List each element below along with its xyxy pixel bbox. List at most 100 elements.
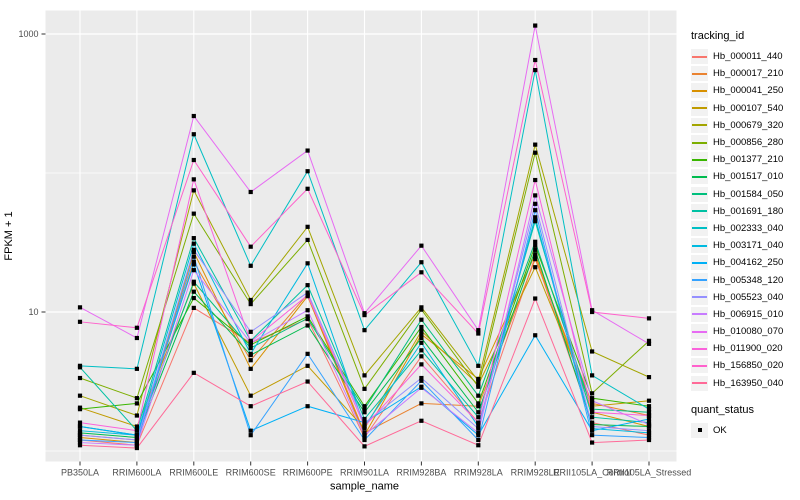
- data-point: [77, 433, 83, 438]
- data-point: [646, 437, 652, 443]
- data-point: [476, 401, 481, 406]
- line-swatch-icon: [692, 55, 707, 58]
- data-point: [533, 215, 538, 220]
- data-point: [362, 430, 367, 435]
- data-point: [590, 373, 595, 378]
- line-swatch-icon: [692, 347, 707, 350]
- line-swatch-icon: [692, 210, 707, 213]
- data-point: [248, 189, 253, 195]
- data-point: [134, 440, 139, 445]
- x-tick-label: RRIM928LE: [511, 468, 560, 478]
- data-point: [77, 375, 83, 381]
- data-point: [419, 378, 424, 383]
- line-swatch-icon: [692, 124, 707, 127]
- data-point: [305, 237, 310, 243]
- legend-item-Hb_000856_280: Hb_000856_280: [691, 134, 799, 151]
- data-point: [134, 401, 139, 406]
- data-point: [77, 435, 83, 440]
- data-point: [646, 410, 652, 415]
- legend-key-box: [691, 83, 708, 99]
- legend-key-box: [691, 186, 708, 202]
- data-point: [305, 316, 310, 321]
- data-point: [590, 440, 595, 445]
- line-swatch-icon: [692, 296, 707, 299]
- legend-title-quant-status: quant_status: [691, 403, 754, 416]
- data-point: [305, 261, 310, 266]
- data-point: [248, 244, 253, 249]
- data-point: [476, 331, 481, 336]
- x-tick-label: RRII105LA_Stressed: [607, 468, 692, 478]
- legend-item-Hb_005523_040: Hb_005523_040: [691, 289, 799, 306]
- legend-item-label: Hb_001691_180: [713, 205, 784, 217]
- legend-key-box: [691, 238, 708, 254]
- data-point: [362, 328, 367, 333]
- legend-item-label: Hb_156850_020: [713, 360, 784, 372]
- data-point: [646, 428, 652, 433]
- data-point: [191, 247, 196, 252]
- data-point: [476, 426, 481, 431]
- data-point: [419, 317, 424, 322]
- x-axis-title: sample_name: [330, 481, 399, 493]
- legend-item-label: OK: [713, 424, 727, 436]
- data-point: [419, 348, 424, 353]
- legend-item-label: Hb_000856_280: [713, 137, 784, 149]
- legend-item-Hb_002333_040: Hb_002333_040: [691, 220, 799, 237]
- data-point: [77, 424, 83, 429]
- legend-item-Hb_001691_180: Hb_001691_180: [691, 203, 799, 220]
- data-point: [134, 366, 139, 371]
- data-point: [646, 407, 652, 412]
- data-point: [419, 324, 424, 330]
- data-point: [533, 254, 538, 259]
- data-point: [590, 396, 595, 401]
- data-point: [305, 351, 310, 356]
- data-point: [305, 224, 310, 229]
- legend-item-Hb_005348_120: Hb_005348_120: [691, 271, 799, 288]
- data-point: [305, 148, 310, 153]
- data-point: [362, 424, 367, 429]
- line-swatch-icon: [692, 244, 707, 247]
- data-point: [590, 349, 595, 354]
- legend-item-label: Hb_000017_210: [713, 68, 784, 80]
- legend-item-label: Hb_163950_040: [713, 377, 784, 389]
- legend-item-Hb_000107_540: Hb_000107_540: [691, 100, 799, 117]
- legend-item-label: Hb_000011_440: [713, 51, 783, 63]
- x-tick-label: RRIM901LA: [340, 468, 389, 478]
- data-point: [305, 290, 310, 295]
- legend-key-box: [691, 203, 708, 219]
- data-point: [646, 375, 652, 380]
- data-point: [305, 186, 310, 191]
- data-point: [476, 443, 481, 448]
- data-point: [533, 193, 538, 198]
- data-point: [533, 201, 538, 206]
- data-point: [362, 386, 367, 391]
- line-swatch-icon: [692, 364, 707, 367]
- data-point: [191, 254, 196, 259]
- legend-key-box: [691, 289, 708, 305]
- data-point: [533, 252, 538, 257]
- data-point: [590, 433, 595, 438]
- legend-item-ok: OK: [691, 422, 799, 439]
- data-point: [305, 293, 310, 298]
- line-swatch-icon: [692, 227, 707, 230]
- data-point: [248, 351, 253, 356]
- line-swatch-icon: [692, 261, 707, 264]
- data-point: [191, 289, 196, 294]
- legend-item-label: Hb_011900_020: [713, 343, 783, 355]
- data-point: [590, 424, 595, 429]
- data-point: [646, 338, 652, 343]
- data-point: [362, 437, 367, 443]
- data-point: [533, 57, 538, 63]
- data-point: [77, 437, 83, 443]
- data-point: [476, 420, 481, 425]
- data-point: [362, 407, 367, 412]
- data-point: [77, 420, 83, 425]
- data-point: [77, 393, 83, 398]
- legend-key-box: [691, 100, 708, 116]
- legend-key-box: [691, 306, 708, 322]
- y-axis-title: FPKM + 1: [3, 211, 15, 260]
- data-point: [646, 316, 652, 321]
- data-point: [77, 305, 83, 310]
- data-point: [590, 415, 595, 420]
- data-point: [248, 263, 253, 268]
- legend-item-label: Hb_004162_250: [713, 257, 784, 269]
